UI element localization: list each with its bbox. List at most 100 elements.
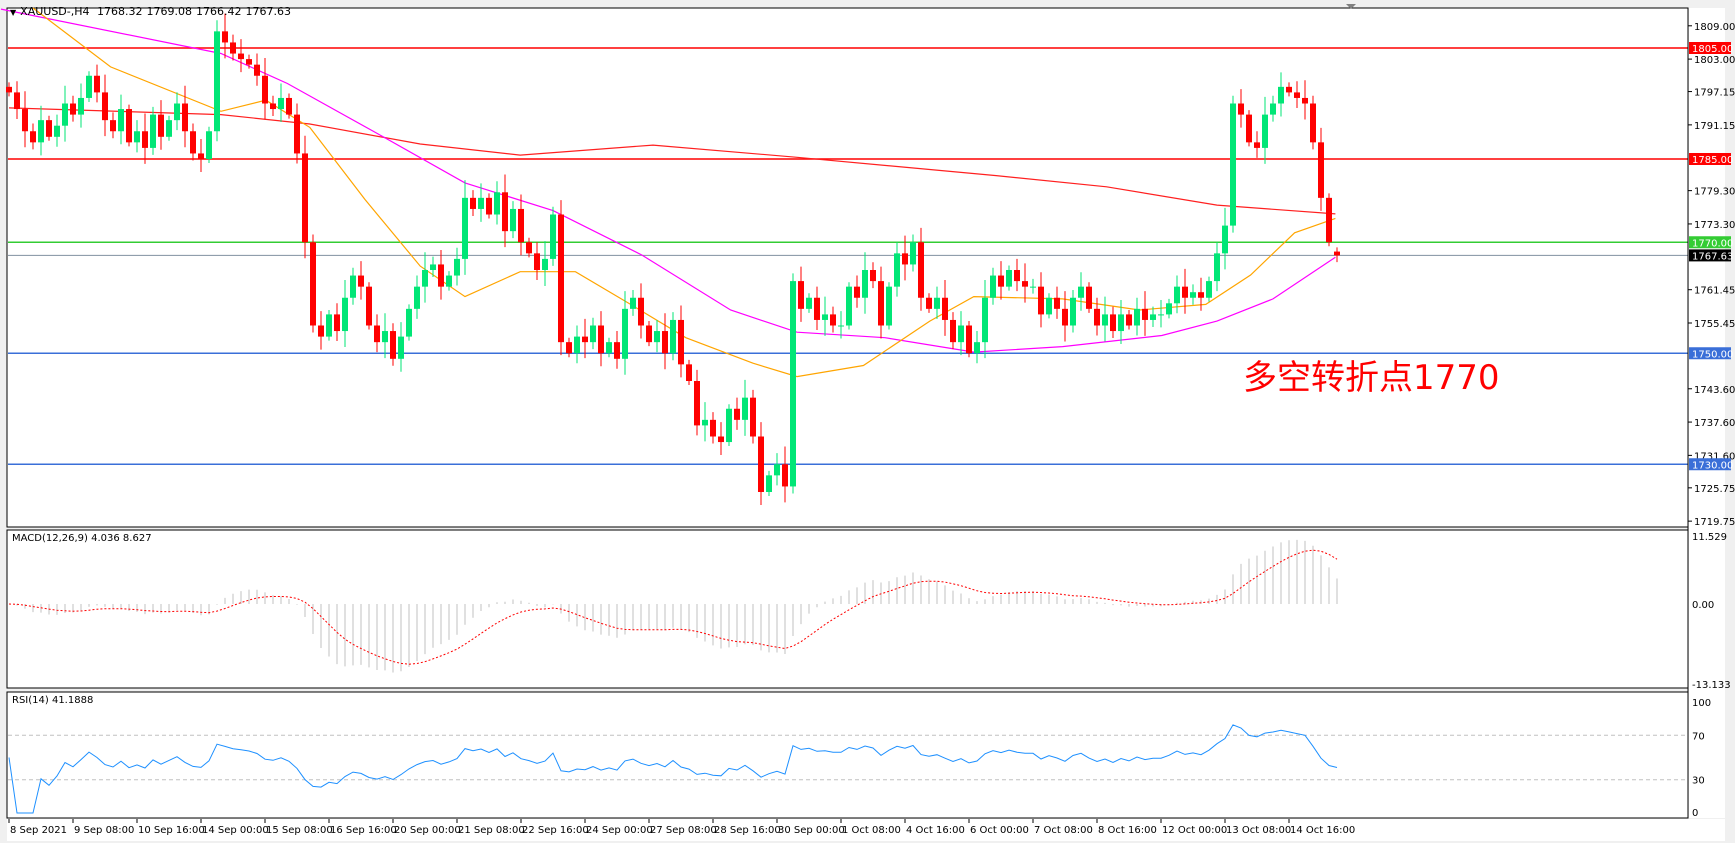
candle [78,83,84,128]
time-tick-label: 10 Sep 16:00 [138,825,205,836]
candle-body [1110,314,1116,332]
time-tick-label: 21 Sep 08:00 [458,825,525,836]
candle-body [158,114,164,137]
rsi-label: RSI(14) 41.1888 [12,695,94,706]
candle-body [1126,314,1132,326]
open-value: 1768.32 [97,5,143,18]
current-price-tag [1689,249,1731,262]
candle [798,266,804,322]
candle [1286,82,1292,97]
macd-axis-label: -13.133 [1692,680,1731,691]
chart-shift-marker-icon[interactable] [1346,4,1356,9]
candle [1270,95,1276,122]
candle-body [350,275,356,298]
candle [102,74,108,137]
candle [46,115,52,141]
candle [790,273,796,494]
level-price-tag [1689,347,1731,360]
candle-body [806,297,812,309]
candle-body [414,286,420,309]
candle-body [950,319,956,343]
candle [1166,298,1172,319]
level-price-tag-label: 1730.00 [1692,460,1733,471]
candle-body [606,342,612,354]
time-tick-label: 8 Sep 2021 [10,825,67,836]
candle-body [1046,297,1052,315]
candle-body [286,97,292,115]
collapse-arrow-icon[interactable]: ▼ [10,8,17,17]
candle-body [390,331,396,359]
candle-body [542,258,548,270]
candle-body [926,297,932,309]
time-tick-label: 6 Oct 00:00 [970,825,1029,836]
candle [1190,284,1196,305]
rsi-pane[interactable] [6,691,1689,819]
candle-body [14,92,20,110]
candle-body [422,270,428,287]
candle-body [1206,281,1212,298]
candle [966,321,972,358]
candle-body [206,131,212,159]
candle-body [654,331,660,343]
candle [502,174,508,248]
candle-body [1238,103,1244,115]
candle-body [294,114,300,154]
candle-body [638,297,644,326]
candle [558,200,564,356]
annotation-text: 多空转折点1770 [1243,358,1500,398]
candle-body [974,342,980,354]
candle [574,325,580,364]
candle-body [1150,314,1156,320]
candle [110,112,116,139]
candle-body [102,92,108,121]
candle [358,261,364,300]
candle [1070,289,1076,333]
macd-pane[interactable] [6,529,1689,689]
candle [1262,96,1268,164]
price-pane[interactable] [6,7,1689,528]
candle [1014,258,1020,292]
candle [1158,299,1164,328]
candle-body [894,253,900,287]
candle-body [1142,308,1148,320]
candle-body [1230,103,1236,226]
candle [62,85,68,142]
candle-body [190,131,196,154]
price-tick-label: 1791.15 [1694,121,1735,132]
candle [1102,296,1108,342]
candle-body [558,214,564,343]
rsi-axis-label: 30 [1692,776,1705,787]
candle [550,206,556,266]
candle-body [254,64,260,76]
candle [846,282,852,330]
candle-body [662,331,668,354]
candle [270,95,276,117]
candle-body [902,253,908,265]
candle [254,53,260,86]
candle-body [910,242,916,265]
candle [1254,131,1260,158]
candle-body [510,208,516,232]
candle [158,100,164,150]
candle [1198,277,1204,311]
candle-body [1318,142,1324,198]
candle [782,446,788,503]
price-tick-label: 1725.75 [1694,484,1735,495]
price-tick-label: 1743.60 [1694,385,1735,396]
candle-body [1302,97,1308,104]
candle [1006,265,1012,291]
candle-body [382,331,388,343]
candle-body [686,364,692,381]
candle [606,337,612,358]
macd-label: MACD(12,26,9) 4.036 8.627 [12,533,152,544]
candle-body [366,286,372,326]
candle [534,242,540,280]
candle-body [430,264,436,270]
price-tick-label: 1719.75 [1694,517,1735,528]
time-axis[interactable] [7,819,1725,841]
candle-body [438,264,444,287]
price-axis[interactable] [1689,8,1725,818]
candle [126,104,132,147]
candle [342,279,348,348]
